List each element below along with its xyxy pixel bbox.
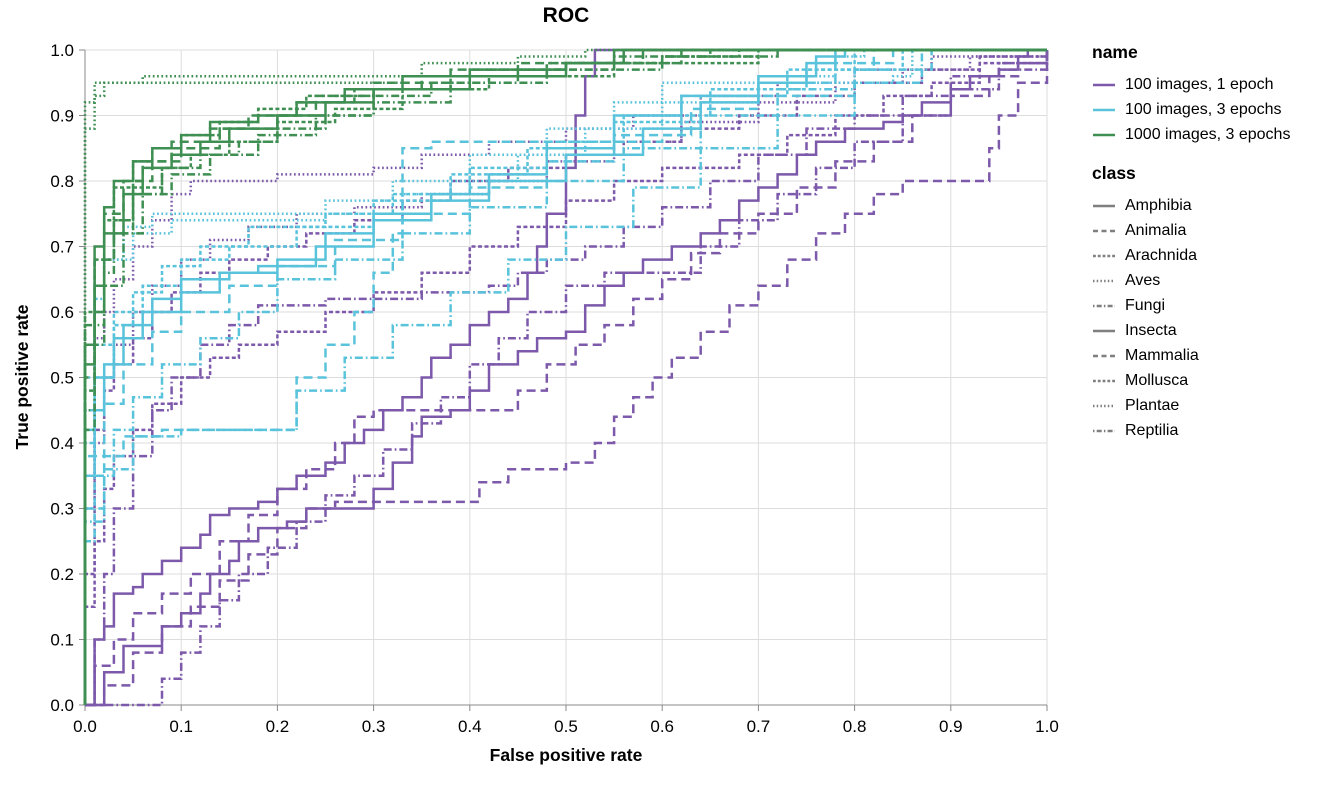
x-tick-label: 0.0 <box>73 717 97 736</box>
legend-class-items: Amphibia Animalia Arachnida Aves Fungi Insect… <box>1092 193 1336 443</box>
y-tick-label: 0.6 <box>50 303 74 322</box>
legend-item-animalia: Animalia <box>1092 218 1336 243</box>
legend-item-label: 1000 images, 3 epochs <box>1125 125 1291 143</box>
legend-item-label: Fungi <box>1125 296 1166 314</box>
x-tick-label: 0.1 <box>169 717 193 736</box>
y-axis-title: True positive rate <box>12 304 32 450</box>
series-100-images-1-epoch-fungi <box>85 50 1049 707</box>
legend-item-label: Animalia <box>1125 221 1187 239</box>
y-tick-label: 0.7 <box>50 238 74 257</box>
series-100-images-1-epoch-mammalia <box>85 50 1049 707</box>
legend-swatch-line <box>1093 379 1115 382</box>
legend-swatch-line <box>1093 108 1115 111</box>
legend-item-label: Arachnida <box>1125 246 1198 264</box>
x-tick-label: 1.0 <box>1035 717 1059 736</box>
y-tick-label: 0.4 <box>50 434 74 453</box>
legend-item-reptilia: Reptilia <box>1092 418 1336 443</box>
legend-swatch-line <box>1093 429 1115 432</box>
y-tick-label: 0.2 <box>50 565 74 584</box>
legend-item-label: Mollusca <box>1125 371 1189 389</box>
series-100-images-1-epoch-amphibia <box>85 48 1047 707</box>
series-100-images-3-epochs-mollusca <box>83 48 1047 705</box>
legend-swatch-line <box>1093 279 1115 282</box>
legend-item-amphibia: Amphibia <box>1092 193 1336 218</box>
series-100-images-3-epochs-fungi <box>83 48 1047 705</box>
series-1000-images-3-epochs-animalia <box>83 48 1047 705</box>
y-tick-label: 1.0 <box>50 41 74 60</box>
y-tick-label: 0.1 <box>50 631 74 650</box>
legend-swatch-line <box>1093 354 1115 357</box>
legend-item-label: Aves <box>1125 271 1161 289</box>
y-tick-label: 0.3 <box>50 500 74 519</box>
legend-swatch-line <box>1093 133 1115 136</box>
legend-swatch-line <box>1093 304 1115 307</box>
x-tick-label: 0.2 <box>266 717 290 736</box>
x-tick-label: 0.3 <box>362 717 386 736</box>
chart-title: ROC <box>542 4 590 27</box>
legend-item-label: 100 images, 3 epochs <box>1125 100 1282 118</box>
legend-item-mammalia: Mammalia <box>1092 343 1336 368</box>
y-tick-label: 0.0 <box>50 696 74 715</box>
legend-item-label: 100 images, 1 epoch <box>1125 75 1274 93</box>
legend-item-plantae: Plantae <box>1092 393 1336 418</box>
series-100-images-1-epoch-insecta <box>85 48 1047 707</box>
legend-item-aves: Aves <box>1092 268 1336 293</box>
legend-swatch-line <box>1093 329 1115 332</box>
legend-name-items: 100 images, 1 epoch 100 images, 3 epochs 1… <box>1092 72 1336 147</box>
y-tick-label: 0.9 <box>50 107 74 126</box>
legend-item-mollusca: Mollusca <box>1092 368 1336 393</box>
series-100-images-3-epochs-reptilia <box>83 48 1047 705</box>
legend-swatch-line <box>1093 254 1115 257</box>
legend-swatch-line <box>1093 83 1115 86</box>
legend-class-title: class <box>1092 163 1136 183</box>
x-tick-label: 0.9 <box>939 717 963 736</box>
legend-item-label: Amphibia <box>1125 196 1192 214</box>
legend-item-label: Reptilia <box>1125 421 1179 439</box>
x-tick-label: 0.5 <box>554 717 578 736</box>
legend-item-insecta: Insecta <box>1092 318 1336 343</box>
y-tick-label: 0.8 <box>50 172 74 191</box>
legend-item-100-images-1-epoch: 100 images, 1 epoch <box>1092 72 1336 97</box>
legend-swatch-line <box>1093 204 1115 207</box>
legend: name 100 images, 1 epoch 100 images, 3 ep… <box>1092 42 1336 443</box>
series-1000-images-3-epochs-arachnida <box>83 48 1047 705</box>
series-1000-images-3-epochs-reptilia <box>83 48 1047 705</box>
series-100-images-3-epochs-aves <box>83 48 1047 705</box>
x-tick-label: 0.4 <box>458 717 482 736</box>
legend-item-100-images-3-epochs: 100 images, 3 epochs <box>1092 97 1336 122</box>
y-tick-label: 0.5 <box>50 369 74 388</box>
series-100-images-1-epoch-mollusca <box>83 50 1049 705</box>
x-tick-label: 0.8 <box>843 717 867 736</box>
x-tick-label: 0.7 <box>747 717 771 736</box>
legend-name-title: name <box>1092 42 1138 62</box>
series-lines <box>83 48 1049 707</box>
series-1000-images-3-epochs-mammalia <box>83 48 1047 705</box>
legend-swatch-line <box>1093 229 1115 232</box>
x-axis-title: False positive rate <box>489 745 643 765</box>
legend-item-arachnida: Arachnida <box>1092 243 1336 268</box>
legend-item-fungi: Fungi <box>1092 293 1336 318</box>
series-100-images-3-epochs-plantae <box>83 48 1047 705</box>
legend-item-label: Mammalia <box>1125 346 1199 364</box>
series-1000-images-3-epochs-insecta <box>83 48 1047 705</box>
x-tick-label: 0.6 <box>650 717 674 736</box>
legend-swatch-line <box>1093 404 1115 407</box>
legend-item-label: Insecta <box>1125 321 1177 339</box>
legend-item-label: Plantae <box>1125 396 1180 414</box>
series-1000-images-3-epochs-mollusca <box>83 48 1047 705</box>
legend-item-1000-images-3-epochs: 1000 images, 3 epochs <box>1092 122 1336 147</box>
